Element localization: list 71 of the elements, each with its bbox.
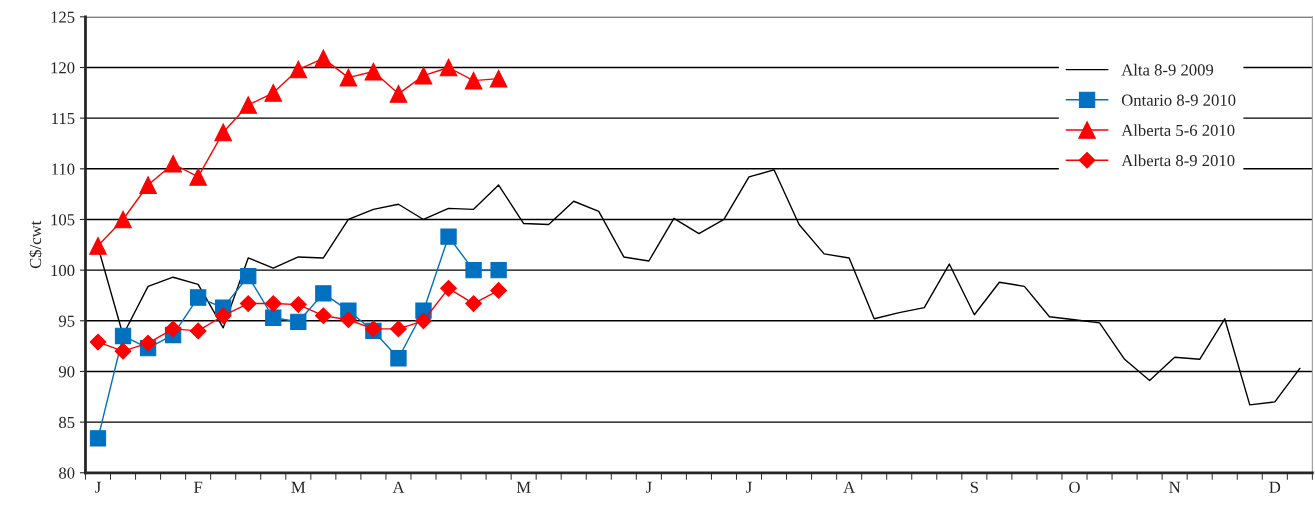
point (164, 154, 182, 173)
point (439, 58, 458, 77)
point (289, 296, 307, 313)
point (339, 68, 358, 87)
point (390, 320, 407, 338)
y-tick-label: 115 (52, 112, 75, 125)
point (490, 261, 507, 279)
point (440, 228, 457, 245)
point (390, 350, 407, 367)
point (440, 279, 457, 297)
point (239, 96, 258, 114)
point (314, 49, 333, 68)
point (114, 342, 132, 360)
point (89, 333, 107, 351)
x-tick-label: J (746, 481, 752, 493)
point (114, 210, 132, 229)
x-tick-label: N (1169, 481, 1181, 493)
point (164, 320, 182, 338)
point (364, 62, 383, 81)
legend-label: Ontario 8-9 2010 (1121, 94, 1236, 106)
y-tick-label: 100 (51, 264, 75, 277)
point (314, 307, 332, 325)
x-tick-label: D (1269, 481, 1281, 493)
point (490, 282, 507, 299)
point (214, 307, 232, 325)
point (214, 123, 233, 142)
point (264, 295, 282, 312)
point (315, 285, 332, 302)
point (414, 66, 433, 85)
point (89, 236, 107, 255)
x-tick-label: O (1069, 481, 1080, 493)
y-tick-label: 105 (51, 214, 75, 226)
point (465, 295, 482, 312)
point (240, 268, 257, 285)
x-tick-label: J (95, 481, 101, 493)
x-tick-label: M (516, 481, 531, 493)
point (265, 309, 282, 326)
point (340, 311, 357, 329)
point (139, 176, 157, 194)
point (464, 71, 483, 90)
x-tick-label: J (645, 481, 652, 493)
point (465, 261, 482, 279)
point (264, 83, 283, 102)
point (189, 168, 207, 186)
point (189, 322, 207, 340)
y-tick-label: 125 (51, 11, 75, 23)
point (239, 295, 257, 312)
point (389, 84, 408, 103)
legend-label: Alta 8-9 2009 (1121, 63, 1214, 76)
point (415, 312, 432, 330)
y-tick-label: 80 (59, 467, 75, 479)
point (114, 327, 132, 345)
x-tick-label: F (193, 481, 203, 493)
y-tick-label: 95 (58, 315, 75, 327)
y-tick-label: 85 (59, 416, 75, 429)
y-tick-label: 90 (58, 366, 75, 378)
point (489, 69, 508, 88)
point (139, 334, 157, 352)
y-axis-title: C$/cwt (28, 220, 43, 269)
legend-label: Alberta 8-9 2010 (1121, 154, 1235, 167)
point (189, 289, 207, 306)
x-tick-label: A (392, 481, 405, 493)
point (289, 60, 308, 79)
y-tick-label: 120 (51, 62, 75, 74)
y-tick-label: 110 (52, 163, 75, 175)
legend-label: Alberta 5-6 2010 (1121, 124, 1235, 137)
x-tick-label: S (970, 481, 978, 493)
point (290, 313, 307, 330)
x-tick-label: A (843, 481, 856, 493)
x-tick-label: M (291, 481, 306, 493)
point (89, 430, 107, 447)
